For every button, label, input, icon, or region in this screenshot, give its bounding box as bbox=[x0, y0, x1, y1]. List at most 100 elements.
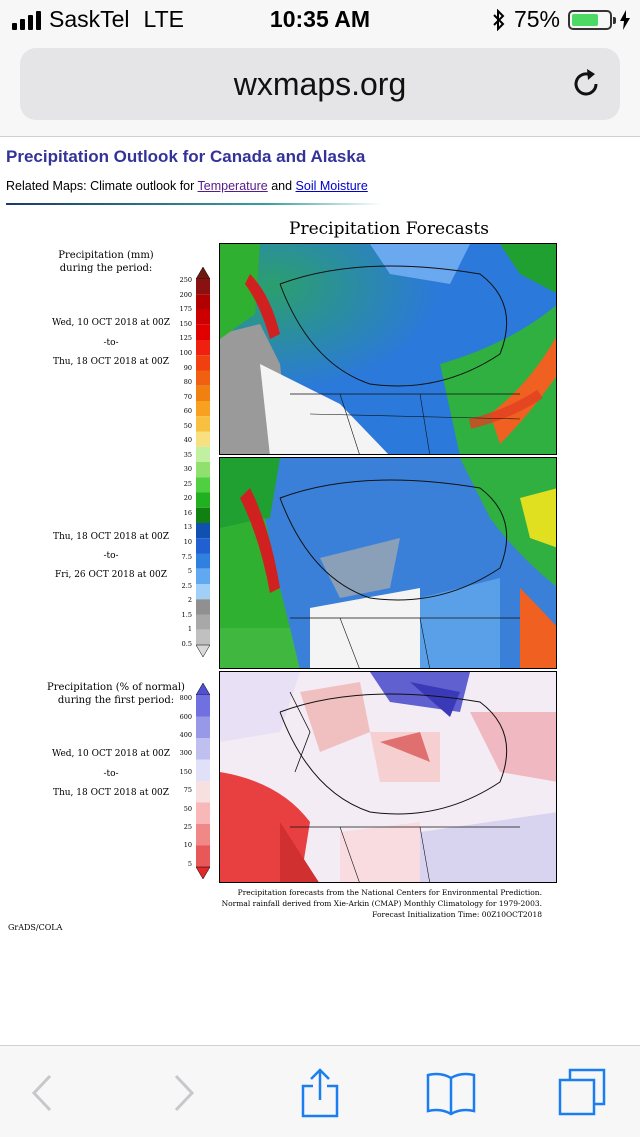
divider bbox=[6, 203, 382, 205]
p1-end: Thu, 18 OCT 2018 at 00Z bbox=[52, 357, 170, 367]
soil-moisture-link[interactable]: Soil Moisture bbox=[295, 179, 368, 193]
pct-scale-cell bbox=[196, 695, 210, 717]
bluetooth-icon bbox=[493, 8, 505, 31]
status-bar: SaskTel LTE 10:35 AM 75% bbox=[0, 0, 640, 40]
mm-scale-cell bbox=[196, 279, 210, 295]
pct-scale-cell bbox=[196, 866, 210, 879]
legend-title-pct-line2: during the first period: bbox=[57, 695, 175, 706]
mm-scale-label: 25 bbox=[183, 479, 192, 488]
pct-scale-cell bbox=[196, 738, 210, 760]
network-label: LTE bbox=[143, 6, 185, 32]
pct-scale-label: 300 bbox=[179, 749, 192, 758]
related-and: and bbox=[267, 179, 296, 193]
share-icon[interactable] bbox=[295, 1068, 345, 1118]
chevron-right-icon[interactable] bbox=[158, 1068, 208, 1118]
mm-scale-label: 20 bbox=[183, 494, 192, 503]
mm-scale-label: 16 bbox=[183, 508, 192, 517]
status-time: 10:35 AM bbox=[269, 6, 371, 32]
mm-scale-label: 150 bbox=[179, 319, 192, 328]
page-title: Precipitation Outlook for Canada and Ala… bbox=[6, 147, 366, 166]
pct-colorbar bbox=[196, 683, 210, 879]
mm-scale-label: 70 bbox=[183, 392, 192, 401]
mm-scale-label: 30 bbox=[183, 465, 192, 474]
legend-title-mm-line1: Precipitation (mm) bbox=[58, 250, 154, 261]
mm-scale-label: 10 bbox=[183, 537, 192, 546]
charging-icon bbox=[620, 9, 630, 30]
browser-header: wxmaps.org bbox=[0, 40, 640, 137]
mm-scale-cell bbox=[196, 267, 210, 280]
map-panel-2 bbox=[219, 457, 557, 669]
mm-scale-cell bbox=[196, 446, 210, 462]
legend-title-pct-line1: Precipitation (% of normal) bbox=[47, 682, 185, 693]
mm-scale-cell bbox=[196, 416, 210, 432]
mm-scale-cell bbox=[196, 477, 210, 493]
credits: Precipitation forecasts from the Nationa… bbox=[162, 887, 542, 920]
status-right: 75% bbox=[492, 6, 630, 33]
legend-title-mm-line2: during the period: bbox=[59, 263, 153, 274]
reload-icon[interactable] bbox=[568, 66, 604, 102]
map-panel-1 bbox=[219, 243, 557, 455]
figure-title: Precipitation Forecasts bbox=[289, 219, 489, 239]
p1-to: -to- bbox=[103, 338, 119, 348]
related-maps: Related Maps: Climate outlook for Temper… bbox=[6, 179, 368, 193]
tabs-icon[interactable] bbox=[558, 1068, 608, 1118]
browser-toolbar bbox=[0, 1045, 640, 1137]
mm-scale-label: 175 bbox=[179, 305, 192, 314]
mm-scale-label: 7.5 bbox=[181, 552, 192, 561]
pct-scale-label: 50 bbox=[183, 804, 192, 813]
mm-scale-label: 90 bbox=[183, 363, 192, 372]
p2-start: Thu, 18 OCT 2018 at 00Z bbox=[52, 532, 170, 542]
mm-scale-label: 2.5 bbox=[181, 581, 192, 590]
mm-scale-label: 100 bbox=[179, 348, 192, 357]
credits-line-1: Precipitation forecasts from the Nationa… bbox=[237, 888, 542, 897]
pct-scale-label: 800 bbox=[179, 694, 192, 703]
pct-scale-cell bbox=[196, 824, 210, 846]
mm-scale-cell bbox=[196, 401, 210, 417]
address-bar[interactable]: wxmaps.org bbox=[20, 48, 620, 120]
pct-scale-cell bbox=[196, 781, 210, 803]
temperature-link[interactable]: Temperature bbox=[197, 179, 268, 193]
precipitation-figure: Precipitation Forecasts Precipitation (m… bbox=[0, 211, 640, 941]
web-page: Precipitation Outlook for Canada and Ala… bbox=[0, 137, 640, 1045]
mm-scale-label: 50 bbox=[183, 421, 192, 430]
mm-scale-cell bbox=[196, 614, 210, 630]
mm-scale-cell bbox=[196, 492, 210, 508]
mm-scale-label: 1.5 bbox=[181, 610, 192, 619]
pct-scale-label: 75 bbox=[183, 786, 192, 795]
p3-to: -to- bbox=[103, 769, 119, 779]
pct-scale-cell bbox=[196, 716, 210, 738]
credits-line-2: Normal rainfall derived from Xie-Arkin (… bbox=[221, 899, 542, 908]
pct-scale-cell bbox=[196, 759, 210, 781]
status-left: SaskTel LTE bbox=[12, 6, 184, 33]
mm-scale-cell bbox=[196, 599, 210, 615]
pct-scale-cell bbox=[196, 802, 210, 824]
mm-scale-cell bbox=[196, 507, 210, 523]
mm-scale-label: 2 bbox=[187, 596, 192, 605]
mm-scale-cell bbox=[196, 324, 210, 340]
mm-scale-cell bbox=[196, 538, 210, 554]
mm-scale-label: 200 bbox=[179, 290, 192, 299]
pct-colorbar-labels: 800 600 400 300 150 75 50 25 10 5 bbox=[168, 683, 194, 879]
battery-percent: 75% bbox=[513, 6, 560, 32]
p2-to: -to- bbox=[103, 551, 119, 561]
related-prefix: Related Maps: Climate outlook for bbox=[6, 179, 198, 193]
mm-scale-label: 40 bbox=[183, 436, 192, 445]
mm-scale-cell bbox=[196, 523, 210, 539]
mm-scale-cell bbox=[196, 584, 210, 600]
mm-scale-cell bbox=[196, 553, 210, 569]
pct-scale-cell bbox=[196, 683, 210, 696]
book-icon[interactable] bbox=[426, 1068, 476, 1118]
p2-end: Fri, 26 OCT 2018 at 00Z bbox=[55, 570, 167, 580]
url-text[interactable]: wxmaps.org bbox=[233, 66, 407, 102]
mm-scale-cell bbox=[196, 294, 210, 310]
mm-colorbar-labels: 250 200 175 150 125 100 90 80 70 60 50 40 35 30 25 20 16… bbox=[168, 267, 194, 657]
mm-scale-cell bbox=[196, 355, 210, 371]
mm-scale-label: 5 bbox=[187, 567, 192, 576]
pct-scale-label: 400 bbox=[179, 731, 192, 739]
mm-scale-label: 60 bbox=[183, 407, 192, 416]
pct-scale-label: 25 bbox=[183, 823, 192, 831]
chevron-left-icon[interactable] bbox=[18, 1068, 68, 1118]
mm-scale-cell bbox=[196, 644, 210, 657]
mm-scale-label: 80 bbox=[183, 378, 192, 387]
mm-scale-cell bbox=[196, 370, 210, 386]
